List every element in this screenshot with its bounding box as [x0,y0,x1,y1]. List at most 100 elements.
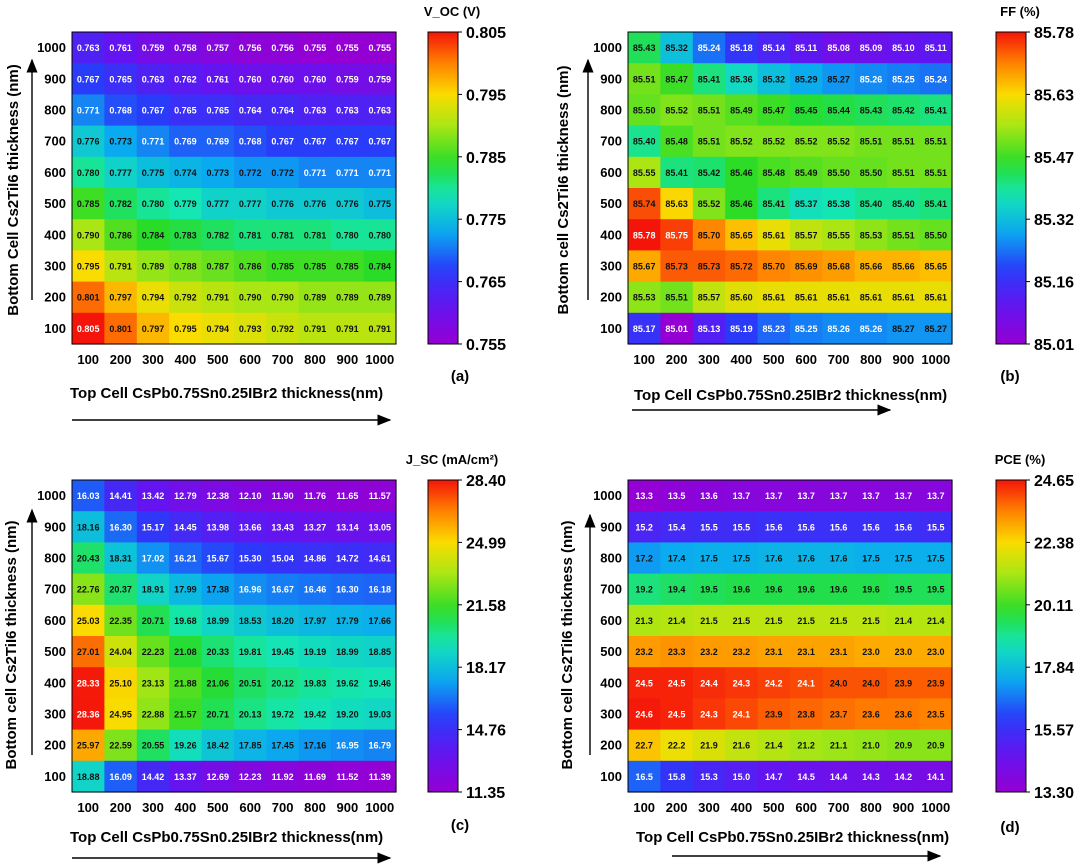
heatmap-cell [919,32,953,64]
cell-value-label: 0.781 [271,230,294,240]
heatmap-cell [725,542,759,575]
heatmap-cell [757,219,791,251]
cell-value-label: 15.5 [733,522,751,532]
heatmap-cell [790,125,823,158]
colorbar-title: V_OC (V) [424,4,480,19]
heatmap-cell [757,125,791,158]
x-tick-label: 800 [860,800,882,815]
heatmap-cell [363,125,397,158]
cell-value-label: 0.782 [109,199,132,209]
heatmap-cell [363,729,397,762]
cell-value-label: 85.66 [892,262,915,272]
cell-value-label: 20.71 [142,616,165,626]
heatmap-cell [660,250,694,283]
heatmap-cell [363,94,397,127]
heatmap-cell [822,667,856,699]
heatmap-cell [266,219,300,251]
heatmap-cell [725,32,759,64]
heatmap-cell [887,573,921,606]
x-tick-label: 200 [666,800,688,815]
heatmap-cell [136,219,170,251]
cell-value-label: 85.44 [827,106,850,116]
x-tick-label: 500 [207,352,229,367]
cell-value-label: 15.04 [271,554,294,564]
heatmap-cell [363,312,397,345]
y-axis-label: Bottom cell Cs2TiI6 thickness (nm) [559,521,576,770]
heatmap-cell [234,729,267,762]
cell-value-label: 21.1 [830,741,848,751]
cell-value-label: 0.776 [77,137,100,147]
heatmap-cell [266,125,300,158]
heatmap-cell [363,156,397,189]
cell-value-label: 85.61 [925,293,948,303]
cell-value-label: 13.27 [304,522,327,532]
heatmap-cell [363,480,397,512]
x-axis-label: Top Cell CsPb0.75Sn0.25IBr2 thickness(nm… [70,385,383,402]
heatmap-cell [201,511,235,543]
colorbar-tick-label: 85.63 [1034,87,1074,104]
heatmap-cell [169,760,203,793]
cell-value-label: 14.45 [174,522,197,532]
cell-value-label: 0.784 [369,262,392,272]
cell-value-label: 11.90 [272,491,294,501]
cell-value-label: 0.777 [239,199,262,209]
cell-value-label: 85.57 [795,230,818,240]
cell-value-label: 15.3 [700,772,718,782]
heatmap-cell [887,32,921,64]
heatmap-cell [628,125,661,158]
heatmap-cell [919,698,953,731]
heatmap-cell [136,511,170,543]
x-tick-label: 500 [763,352,785,367]
cell-value-label: 21.5 [700,616,718,626]
heatmap-cell [660,542,694,575]
heatmap-cell [790,604,823,637]
cell-value-label: 11.76 [304,491,326,501]
y-tick-label: 400 [44,675,66,690]
cell-value-label: 0.780 [369,230,392,240]
heatmap-cell [169,63,203,95]
cell-value-label: 17.02 [142,554,165,564]
heatmap-cell [854,729,888,762]
cell-value-label: 21.3 [635,616,653,626]
heatmap-cell [331,156,365,189]
cell-value-label: 0.791 [336,324,359,334]
heatmap-cell [201,480,235,512]
heatmap-cell [201,156,235,189]
heatmap-cell [822,636,856,668]
cell-value-label: 85.26 [827,324,850,334]
cell-value-label: 18.88 [77,772,100,782]
cell-value-label: 20.71 [207,710,230,720]
heatmap-cell [628,636,661,668]
heatmap-cell [790,573,823,606]
x-tick-label: 500 [763,800,785,815]
heatmap-cell [136,760,170,793]
cell-value-label: 15.6 [830,522,848,532]
cell-value-label: 11.69 [304,772,326,782]
cell-value-label: 85.26 [860,74,883,84]
heatmap-cell [72,219,105,251]
cell-value-label: 23.1 [765,647,783,657]
cell-value-label: 85.55 [633,168,656,178]
cell-value-label: 85.37 [795,199,818,209]
cell-value-label: 20.51 [239,678,262,688]
heatmap-cell [201,573,235,606]
heatmap-cell [331,542,365,575]
heatmap-cell [136,156,170,189]
heatmap-cell [72,188,105,220]
cell-value-label: 16.18 [369,585,392,595]
y-tick-label: 800 [600,551,622,566]
cell-value-label: 0.772 [239,168,262,178]
heatmap-cell [169,94,203,127]
cell-value-label: 23.9 [765,710,783,720]
heatmap-cell [331,63,365,95]
heatmap-cell [854,32,888,64]
cell-value-label: 16.30 [336,585,359,595]
colorbar-tick-label: 15.57 [1034,723,1074,740]
heatmap-cell [234,480,267,512]
cell-value-label: 19.2 [635,585,653,595]
cell-value-label: 12.10 [239,491,262,501]
heatmap-cell [169,542,203,575]
cell-value-label: 17.6 [797,554,815,564]
heatmap-cell [887,760,921,793]
cell-value-label: 0.765 [174,106,197,116]
